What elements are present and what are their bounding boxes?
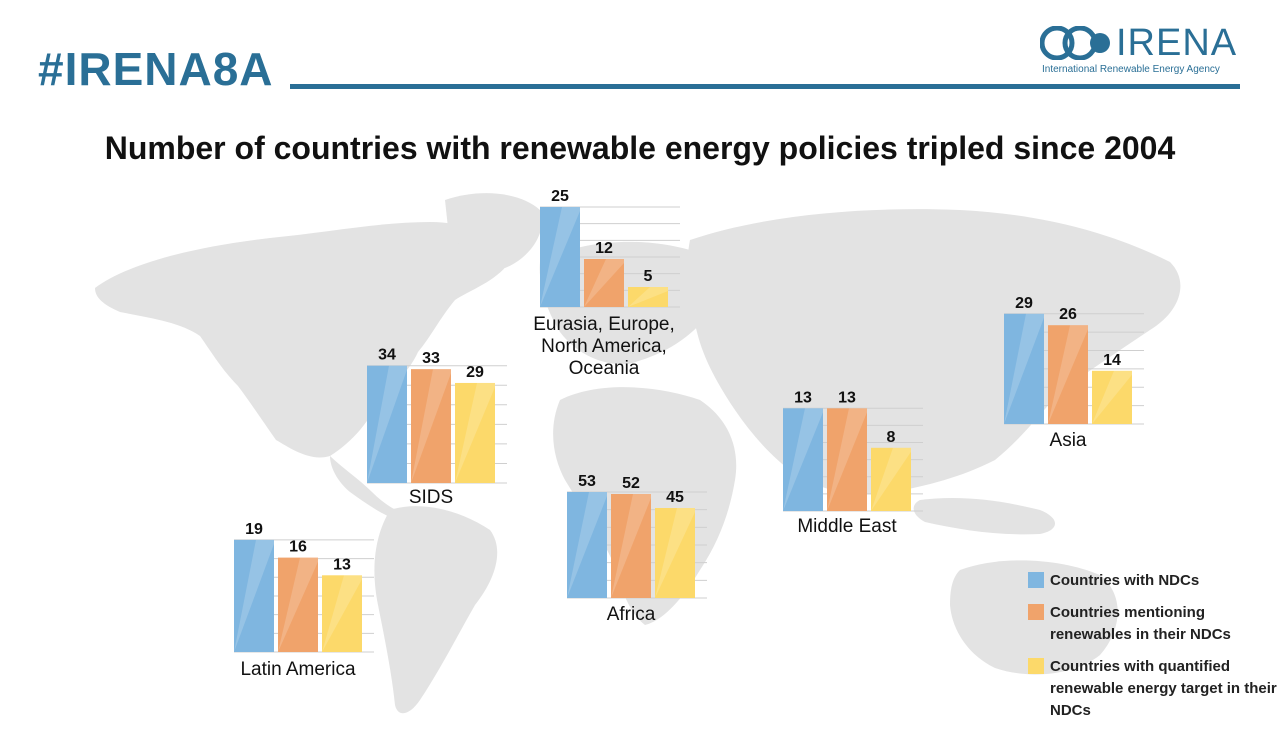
south-america-shape	[374, 506, 498, 714]
data-label: 13	[794, 389, 812, 406]
bar-shine	[628, 287, 668, 307]
north-america-shape	[95, 222, 512, 458]
bar-asia-countries-mentioning-renewables-in-their-ndcs	[1048, 325, 1088, 424]
chart-title: Number of countries with renewable energ…	[104, 130, 1176, 166]
bar-shine	[871, 447, 911, 511]
bar-shine	[783, 408, 823, 511]
group-label: Latin America	[240, 659, 356, 680]
irena-logo: IRENA International Renewable Energy Age…	[1040, 22, 1240, 78]
bar-group-sids: 34 33 29 SIDS	[367, 347, 507, 508]
data-label: 29	[466, 364, 484, 381]
bar-eurasia-europe-north-america-oceania-countries-mentioning-renewables-in-their-ndcs	[584, 259, 624, 307]
bar-shine	[367, 365, 407, 483]
bar-africa-countries-with-ndcs	[567, 492, 607, 598]
legend-label: Countries with NDCs	[1050, 572, 1200, 589]
data-label: 8	[887, 429, 896, 446]
bar-group-eurasia-europe-north-america-oceania: 25 12 5 Eurasia, Europe, North America, Ocean…	[533, 188, 680, 379]
irena-globe-icon	[1040, 26, 1110, 60]
group-label-line: North America,	[541, 336, 667, 357]
data-label: 25	[551, 188, 569, 205]
group-label: SIDS	[409, 487, 453, 508]
bar-shine	[611, 494, 651, 598]
bar-shine	[234, 539, 274, 652]
legend-swatch-orange	[1028, 604, 1044, 620]
group-label: Middle East	[797, 516, 897, 537]
bar-group-middle-east: 13 13 8 Middle East	[783, 389, 923, 537]
legend-item-mentioning: Countries mentioning renewables in their…	[1028, 602, 1278, 646]
group-label-line: Asia	[1050, 430, 1087, 451]
logo-wordmark: IRENA	[1116, 22, 1238, 64]
bar-shine	[584, 259, 624, 307]
group-label: Eurasia, Europe, North America, Oceania	[533, 314, 675, 379]
bar-shine	[1048, 325, 1088, 424]
bar-eurasia-europe-north-america-oceania-countries-with-quantified-renewable-energy-target-in-their-ndcs	[628, 287, 668, 307]
data-label: 53	[578, 473, 596, 490]
data-label: 14	[1103, 352, 1121, 369]
bar-sids-countries-mentioning-renewables-in-their-ndcs	[411, 369, 451, 483]
bar-latin-america-countries-with-ndcs	[234, 539, 274, 652]
legend-label: Countries mentioning renewables in their…	[1050, 604, 1231, 643]
data-label: 52	[622, 475, 640, 492]
bar-latin-america-countries-with-quantified-renewable-energy-target-in-their-ndcs	[322, 575, 362, 652]
legend-swatch-blue	[1028, 572, 1044, 588]
bar-shine	[655, 508, 695, 598]
bar-asia-countries-with-ndcs	[1004, 313, 1044, 424]
bar-shine	[455, 382, 495, 483]
group-label: Asia	[1050, 430, 1087, 451]
bar-shine	[411, 369, 451, 483]
campaign-hashtag: #IRENA8A	[38, 43, 274, 95]
data-label: 29	[1015, 295, 1033, 312]
bar-shine	[322, 575, 362, 652]
bar-shine	[827, 408, 867, 511]
bar-shine	[278, 557, 318, 652]
legend-label: Countries with quantified renewable ener…	[1050, 658, 1277, 719]
legend-item-ndcs: Countries with NDCs	[1028, 570, 1278, 592]
data-label: 19	[245, 521, 263, 538]
bar-group-asia: 29 26 14 Asia	[1004, 295, 1144, 451]
central-america-shape	[330, 456, 396, 518]
data-label: 26	[1059, 306, 1077, 323]
data-label: 34	[378, 347, 396, 364]
logo-subtitle: International Renewable Energy Agency	[1042, 64, 1220, 75]
greenland-shape	[445, 193, 542, 268]
data-label: 5	[644, 268, 653, 285]
bar-asia-countries-with-quantified-renewable-energy-target-in-their-ndcs	[1092, 370, 1132, 424]
bar-sids-countries-with-quantified-renewable-energy-target-in-their-ndcs	[455, 382, 495, 483]
bar-africa-countries-mentioning-renewables-in-their-ndcs	[611, 494, 651, 598]
data-label: 16	[289, 539, 307, 556]
bar-group-latin-america: 19 16 13 Latin America	[234, 521, 374, 680]
bar-middle-east-countries-mentioning-renewables-in-their-ndcs	[827, 408, 867, 511]
bar-latin-america-countries-mentioning-renewables-in-their-ndcs	[278, 557, 318, 652]
bar-shine	[567, 492, 607, 598]
bar-eurasia-europe-north-america-oceania-countries-with-ndcs	[540, 207, 580, 307]
indonesia-shape	[913, 498, 1055, 535]
data-label: 45	[666, 489, 684, 506]
group-label-line: SIDS	[409, 487, 453, 508]
bar-sids-countries-with-ndcs	[367, 365, 407, 483]
group-label-line: Africa	[607, 604, 656, 625]
group-label-line: Oceania	[569, 358, 640, 379]
legend: Countries with NDCs Countries mentioning…	[1028, 570, 1278, 732]
header-divider	[290, 84, 1240, 89]
group-label: Africa	[607, 604, 656, 625]
bar-middle-east-countries-with-ndcs	[783, 408, 823, 511]
data-label: 12	[595, 240, 613, 257]
legend-item-quantified: Countries with quantified renewable ener…	[1028, 656, 1278, 722]
bar-shine	[1004, 313, 1044, 424]
group-label-line: Middle East	[797, 516, 897, 537]
bar-africa-countries-with-quantified-renewable-energy-target-in-their-ndcs	[655, 508, 695, 598]
legend-swatch-yellow	[1028, 658, 1044, 674]
bar-shine	[1092, 370, 1132, 424]
bar-shine	[540, 207, 580, 307]
bar-middle-east-countries-with-quantified-renewable-energy-target-in-their-ndcs	[871, 447, 911, 511]
data-label: 13	[838, 389, 856, 406]
group-label-line: Latin America	[240, 659, 356, 680]
data-label: 13	[333, 556, 351, 573]
data-label: 33	[422, 350, 440, 367]
bar-group-africa: 53 52 45 Africa	[567, 473, 707, 625]
group-label-line: Eurasia, Europe,	[533, 314, 675, 335]
